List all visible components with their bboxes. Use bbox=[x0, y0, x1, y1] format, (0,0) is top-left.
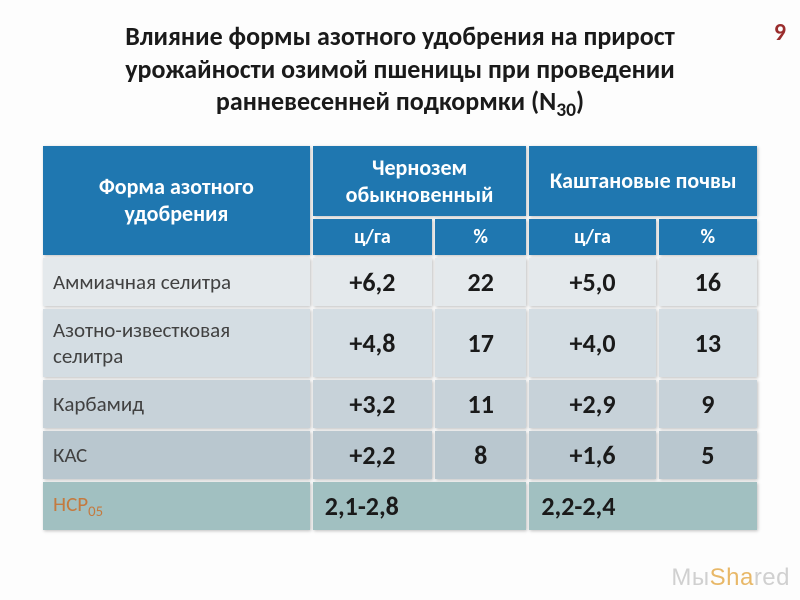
row-label: КАС bbox=[43, 431, 310, 479]
col-header-soil1: Чернозем обыкновенный bbox=[313, 146, 527, 216]
watermark-part-a: Мы bbox=[671, 564, 709, 591]
cell-value: +4,0 bbox=[529, 309, 655, 377]
cell-value: 8 bbox=[435, 431, 526, 479]
table-row: Аммиачная селитра +6,2 22 +5,0 16 bbox=[43, 258, 757, 306]
title-line-2: урожайности озимой пшеницы при проведени… bbox=[125, 53, 675, 85]
table-row: Азотно-известковая селитра +4,8 17 +4,0 … bbox=[43, 309, 757, 377]
footer-value-2: 2,2-2,4 bbox=[529, 482, 757, 530]
col-subheader-u4: % bbox=[659, 219, 757, 255]
cell-value: +2,2 bbox=[313, 431, 432, 479]
cell-value: 22 bbox=[435, 258, 526, 306]
col-subheader-u1: ц/га bbox=[313, 219, 432, 255]
cell-value: 5 bbox=[659, 431, 757, 479]
col-subheader-u2: % bbox=[435, 219, 526, 255]
title-subscript: 30 bbox=[556, 98, 576, 122]
cell-value: +2,9 bbox=[529, 380, 655, 428]
cell-value: +3,2 bbox=[313, 380, 432, 428]
cell-value: 9 bbox=[659, 380, 757, 428]
cell-value: 11 bbox=[435, 380, 526, 428]
footer-value-1: 2,1-2,8 bbox=[313, 482, 527, 530]
col-header-soil2: Каштановые почвы bbox=[529, 146, 757, 216]
watermark-part-c: red bbox=[754, 564, 790, 591]
col-subheader-u3: ц/га bbox=[529, 219, 655, 255]
table-row-footer: НСР05 2,1-2,8 2,2-2,4 bbox=[43, 482, 757, 530]
cell-value: +4,8 bbox=[313, 309, 432, 377]
table-row: КАС +2,2 8 +1,6 5 bbox=[43, 431, 757, 479]
cell-value: +1,6 bbox=[529, 431, 655, 479]
title-line-1: Влияние формы азотного удобрения на прир… bbox=[125, 20, 674, 52]
title-line-3b: ) bbox=[576, 85, 584, 117]
row-label: Карбамид bbox=[43, 380, 310, 428]
cell-value: 13 bbox=[659, 309, 757, 377]
footer-label-text: НСР bbox=[53, 491, 88, 517]
page-number: 9 bbox=[774, 18, 786, 47]
data-table-container: Форма азотного удобрения Чернозем обыкно… bbox=[0, 143, 800, 533]
cell-value: 17 bbox=[435, 309, 526, 377]
cell-value: 16 bbox=[659, 258, 757, 306]
title-line-3a: ранневесенней подкормки (N bbox=[216, 85, 556, 117]
watermark-part-b: Sha bbox=[710, 564, 754, 591]
table-row: Карбамид +3,2 11 +2,9 9 bbox=[43, 380, 757, 428]
cell-value: +6,2 bbox=[313, 258, 432, 306]
watermark: МыShared bbox=[671, 564, 790, 592]
row-label: Аммиачная селитра bbox=[43, 258, 310, 306]
row-label: Азотно-известковая селитра bbox=[43, 309, 310, 377]
slide-title: Влияние формы азотного удобрения на прир… bbox=[0, 0, 800, 143]
cell-value: +5,0 bbox=[529, 258, 655, 306]
col-header-form: Форма азотного удобрения bbox=[43, 146, 310, 255]
yield-table: Форма азотного удобрения Чернозем обыкно… bbox=[40, 143, 760, 533]
footer-label: НСР05 bbox=[43, 482, 310, 530]
footer-label-sub: 05 bbox=[88, 502, 103, 520]
